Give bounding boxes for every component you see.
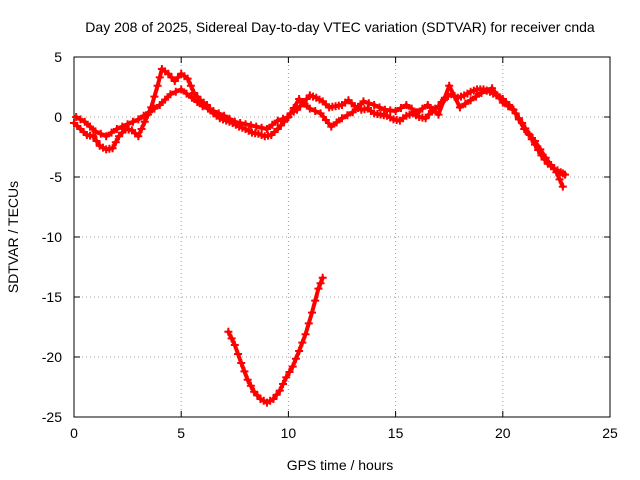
data-point <box>86 122 95 131</box>
y-tick-label: 0 <box>54 109 62 125</box>
data-point <box>547 161 556 169</box>
data-point <box>246 121 255 130</box>
data-point <box>150 104 159 113</box>
x-axis-ticks: 0 5 10 15 20 25 <box>70 57 618 441</box>
data-point <box>461 99 470 108</box>
x-axis-label: GPS time / hours <box>287 457 394 473</box>
data-point <box>311 107 320 115</box>
data-point <box>375 103 384 112</box>
data-point <box>268 120 277 129</box>
series-secondary-band <box>72 81 567 191</box>
data-point <box>304 319 313 328</box>
data-point <box>92 137 101 145</box>
data-point <box>364 99 373 108</box>
data-point <box>536 145 545 154</box>
data-point <box>182 89 191 98</box>
data-point <box>289 104 298 112</box>
data-point <box>171 87 180 96</box>
y-tick-label: -15 <box>42 289 62 305</box>
data-point <box>343 111 352 120</box>
data-point <box>321 116 330 124</box>
data-point <box>354 102 363 111</box>
data-point <box>257 123 266 132</box>
data-point <box>240 367 249 376</box>
data-point <box>285 368 294 376</box>
data-point <box>504 102 513 111</box>
data-point <box>128 117 137 126</box>
data-point <box>332 118 341 127</box>
data-point <box>300 99 309 108</box>
data-point <box>298 338 307 347</box>
data-point <box>155 73 164 82</box>
data-point <box>236 119 245 127</box>
y-tick-label: -20 <box>42 349 62 365</box>
data-point <box>429 105 438 114</box>
data-point <box>450 92 459 101</box>
data-point <box>279 114 288 123</box>
x-tick-label: 25 <box>602 425 618 441</box>
data-point <box>316 279 325 288</box>
chart-title: Day 208 of 2025, Sidereal Day-to-day VTE… <box>85 19 595 35</box>
data-point <box>279 380 288 388</box>
data-point <box>514 115 523 124</box>
data-point <box>76 115 85 124</box>
y-tick-label: -5 <box>50 169 63 185</box>
data-point <box>204 104 212 113</box>
series-lower-arc <box>224 273 327 407</box>
data-point <box>137 125 146 133</box>
data-point <box>246 381 255 390</box>
x-tick-label: 5 <box>177 425 185 441</box>
data-point <box>472 92 480 101</box>
y-tick-label: -25 <box>42 409 62 425</box>
data-point <box>482 86 491 95</box>
data-point <box>418 104 427 113</box>
data-point <box>318 273 327 282</box>
data-point <box>96 129 105 138</box>
data-point <box>107 128 116 137</box>
data-point <box>186 81 195 90</box>
data-point <box>558 182 567 191</box>
data-point <box>311 296 320 305</box>
x-tick-label: 10 <box>281 425 297 441</box>
data-point <box>272 390 281 399</box>
y-tick-label: 5 <box>54 49 62 65</box>
data-point <box>555 175 564 184</box>
data-point <box>139 111 148 120</box>
data-point <box>111 138 120 147</box>
data-point <box>214 109 223 118</box>
y-axis-label: SDTVAR / TECUs <box>5 181 21 293</box>
data-point <box>234 350 243 358</box>
data-point <box>439 96 448 105</box>
data-point <box>161 95 170 104</box>
data-point <box>150 92 159 101</box>
y-axis-ticks: 5 0 -5 -10 -15 -20 -25 <box>42 49 610 425</box>
x-tick-label: 20 <box>495 425 511 441</box>
y-tick-label: -10 <box>42 229 62 245</box>
data-point <box>396 104 405 112</box>
x-tick-label: 0 <box>70 425 78 441</box>
data-point <box>225 114 234 123</box>
data-point <box>493 91 502 100</box>
data-point <box>291 354 300 363</box>
data-series <box>70 65 569 407</box>
x-tick-label: 15 <box>388 425 404 441</box>
data-point <box>407 104 416 113</box>
data-point <box>227 334 236 343</box>
data-point <box>525 131 534 139</box>
series-main-band <box>70 65 569 179</box>
data-point <box>118 122 127 131</box>
data-point <box>560 170 569 179</box>
data-point <box>193 98 202 106</box>
